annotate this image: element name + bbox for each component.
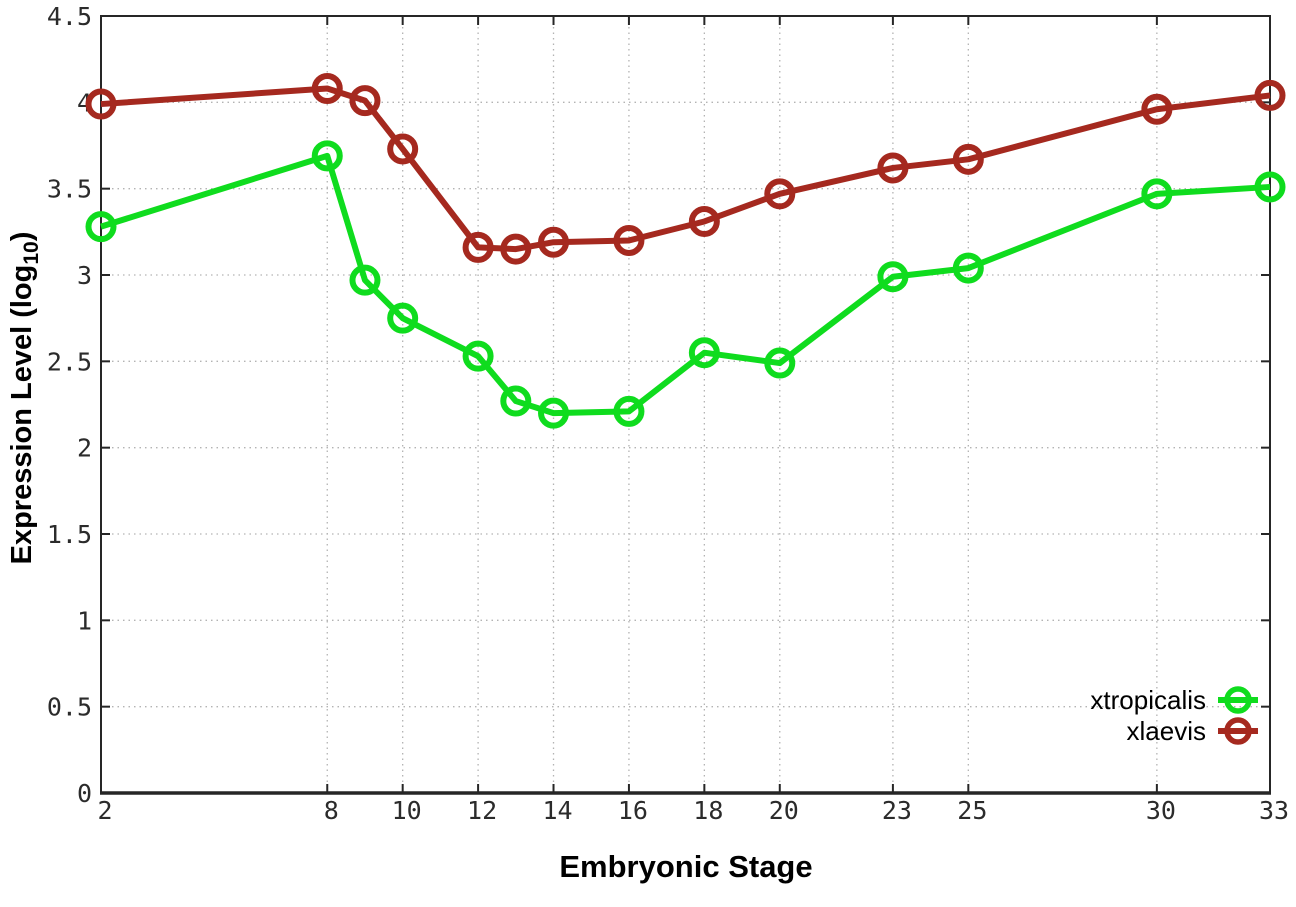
- x-tick-label: 18: [693, 796, 723, 825]
- data-point: [764, 178, 796, 210]
- data-point: [952, 143, 984, 175]
- data-point: [311, 140, 343, 172]
- data-point: [613, 395, 645, 427]
- tick-marks: [100, 15, 1271, 794]
- y-tick-label: 3.5: [47, 175, 92, 204]
- y-tick-label: 2: [77, 434, 92, 463]
- y-tick-label: 0.5: [47, 693, 92, 722]
- data-point: [387, 302, 419, 334]
- data-point: [311, 73, 343, 105]
- data-point: [538, 226, 570, 258]
- y-tick-label: 1.5: [47, 520, 92, 549]
- data-point: [952, 252, 984, 284]
- x-tick-label: 16: [618, 796, 648, 825]
- data-point: [538, 397, 570, 429]
- legend-item-xtropicalis: xtropicalis: [1090, 685, 1258, 715]
- data-point: [387, 133, 419, 165]
- x-tick-label: 23: [882, 796, 912, 825]
- legend-marker: [1224, 717, 1252, 745]
- y-axis-title-suffix: ): [6, 231, 38, 242]
- data-point: [1254, 79, 1286, 111]
- y-tick-label: 1: [77, 606, 92, 635]
- data-point: [462, 231, 494, 263]
- data-point: [500, 233, 532, 265]
- data-point: [85, 88, 117, 120]
- data-point: [688, 337, 720, 369]
- data-point: [613, 224, 645, 256]
- data-point: [764, 347, 796, 379]
- x-tick-label: 8: [324, 796, 339, 825]
- plot-border: [100, 15, 1271, 794]
- data-point: [1141, 93, 1173, 125]
- axes: [100, 15, 1271, 795]
- y-axis-title-subscript: 10: [19, 241, 43, 265]
- data-point: [1254, 171, 1286, 203]
- series-line: [100, 152, 1271, 417]
- legend-label: xlaevis: [1127, 716, 1206, 746]
- y-tick-label: 4.5: [47, 2, 92, 31]
- x-tick-label: 33: [1259, 796, 1289, 825]
- y-tick-label: 2.5: [47, 347, 92, 376]
- legend-label: xtropicalis: [1090, 685, 1206, 715]
- data-point: [349, 264, 381, 296]
- data-point: [877, 152, 909, 184]
- x-tick-label: 30: [1146, 796, 1176, 825]
- x-tick-label: 2: [97, 796, 112, 825]
- data-point: [1141, 178, 1173, 210]
- y-tick-label: 3: [77, 261, 92, 290]
- data-point: [500, 385, 532, 417]
- x-tick-label: 25: [957, 796, 987, 825]
- x-tick-label: 14: [542, 796, 572, 825]
- data-point: [462, 340, 494, 372]
- data-point: [688, 205, 720, 237]
- series-xtropicalis: [85, 140, 1286, 429]
- data-point: [349, 85, 381, 117]
- y-axis-title-text: Expression Level (log: [6, 264, 38, 565]
- legend-marker: [1224, 686, 1252, 714]
- data-point: [877, 261, 909, 293]
- x-tick-label: 10: [392, 796, 422, 825]
- y-axis-title: Expression Level (log10): [0, 48, 44, 748]
- y-tick-label: 0: [77, 779, 92, 808]
- series-xlaevis: [85, 73, 1286, 265]
- x-axis-title: Embryonic Stage: [559, 849, 813, 884]
- legend-item-xlaevis: xlaevis: [1127, 716, 1258, 746]
- x-tick-label: 20: [769, 796, 799, 825]
- x-tick-label: 12: [467, 796, 497, 825]
- data-point: [85, 211, 117, 243]
- gridlines: [101, 16, 1270, 793]
